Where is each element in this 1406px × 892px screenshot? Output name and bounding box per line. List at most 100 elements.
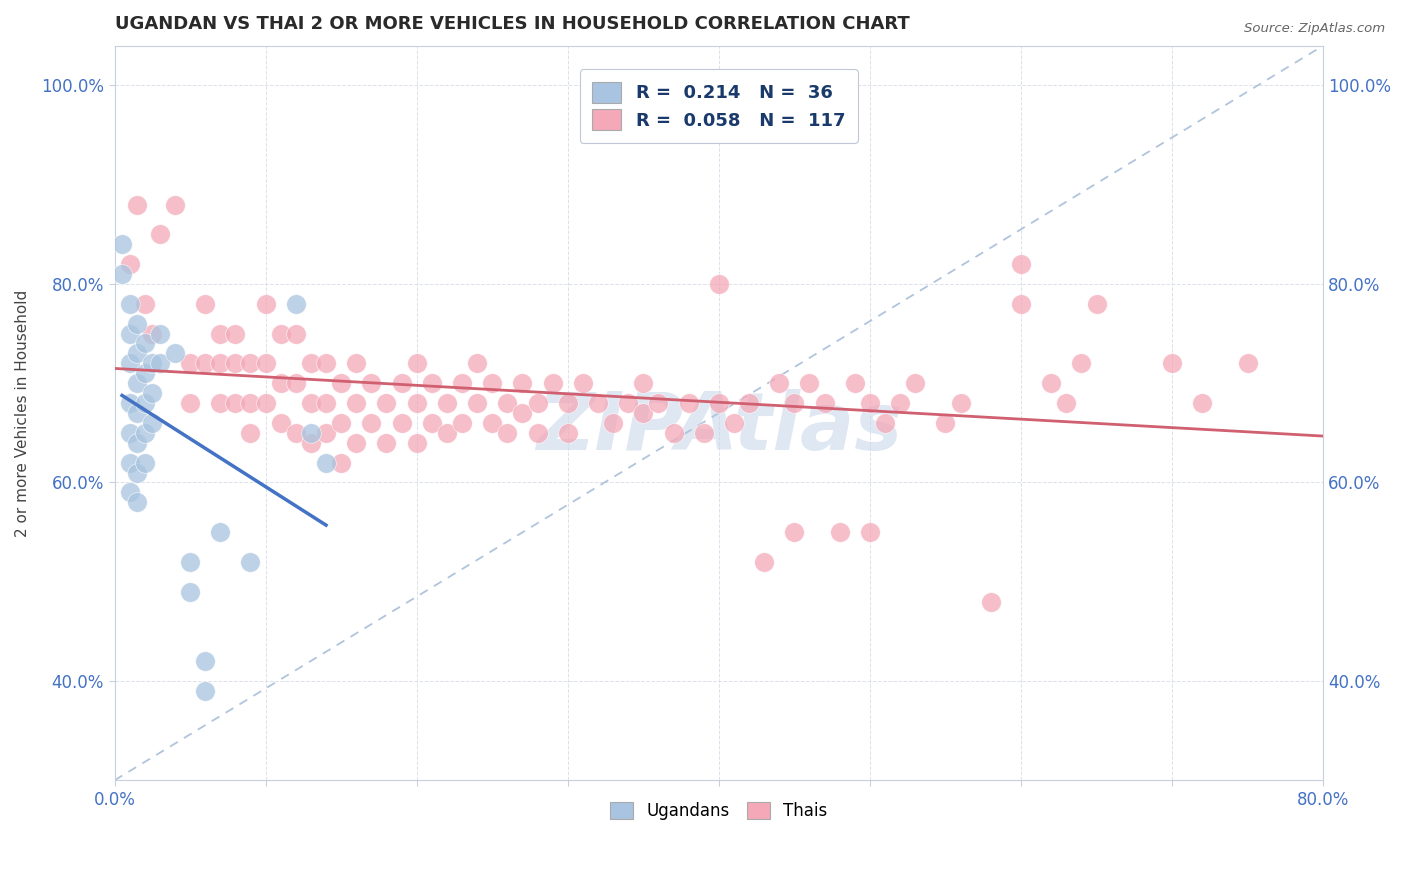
Point	[194, 356, 217, 370]
Point	[209, 356, 232, 370]
Point	[270, 376, 292, 391]
Point	[134, 425, 156, 440]
Point	[179, 555, 201, 569]
Point	[118, 326, 141, 341]
Point	[1054, 396, 1077, 410]
Point	[557, 396, 579, 410]
Point	[859, 396, 882, 410]
Text: UGANDAN VS THAI 2 OR MORE VEHICLES IN HOUSEHOLD CORRELATION CHART: UGANDAN VS THAI 2 OR MORE VEHICLES IN HO…	[114, 15, 910, 33]
Point	[127, 406, 149, 420]
Point	[299, 425, 322, 440]
Legend: Ugandans, Thais: Ugandans, Thais	[603, 796, 834, 827]
Point	[723, 416, 745, 430]
Point	[118, 257, 141, 271]
Point	[330, 416, 353, 430]
Point	[127, 197, 149, 211]
Point	[512, 406, 534, 420]
Point	[633, 376, 655, 391]
Point	[127, 376, 149, 391]
Point	[873, 416, 896, 430]
Point	[436, 396, 458, 410]
Point	[496, 425, 519, 440]
Point	[420, 376, 443, 391]
Point	[134, 366, 156, 380]
Point	[707, 277, 730, 291]
Point	[1040, 376, 1063, 391]
Point	[330, 376, 353, 391]
Point	[209, 326, 232, 341]
Point	[799, 376, 821, 391]
Point	[375, 396, 398, 410]
Point	[752, 555, 775, 569]
Point	[284, 297, 307, 311]
Point	[270, 326, 292, 341]
Point	[118, 396, 141, 410]
Point	[315, 396, 337, 410]
Point	[813, 396, 835, 410]
Point	[557, 425, 579, 440]
Point	[254, 396, 277, 410]
Point	[1191, 396, 1213, 410]
Text: Source: ZipAtlas.com: Source: ZipAtlas.com	[1244, 22, 1385, 36]
Point	[904, 376, 927, 391]
Point	[224, 356, 246, 370]
Point	[783, 525, 806, 540]
Point	[315, 456, 337, 470]
Point	[738, 396, 761, 410]
Point	[934, 416, 956, 430]
Point	[315, 356, 337, 370]
Point	[134, 456, 156, 470]
Point	[481, 416, 503, 430]
Point	[209, 396, 232, 410]
Point	[678, 396, 700, 410]
Point	[572, 376, 595, 391]
Point	[512, 376, 534, 391]
Point	[662, 425, 685, 440]
Point	[1010, 297, 1032, 311]
Point	[405, 435, 427, 450]
Point	[141, 386, 163, 401]
Point	[134, 297, 156, 311]
Point	[633, 406, 655, 420]
Point	[224, 326, 246, 341]
Point	[526, 396, 548, 410]
Point	[118, 456, 141, 470]
Point	[360, 376, 382, 391]
Point	[118, 297, 141, 311]
Point	[179, 356, 201, 370]
Point	[254, 297, 277, 311]
Point	[465, 396, 488, 410]
Point	[179, 584, 201, 599]
Point	[239, 555, 262, 569]
Point	[299, 356, 322, 370]
Point	[344, 435, 367, 450]
Point	[209, 525, 232, 540]
Point	[270, 416, 292, 430]
Point	[299, 396, 322, 410]
Point	[451, 416, 474, 430]
Point	[420, 416, 443, 430]
Point	[127, 346, 149, 360]
Point	[344, 356, 367, 370]
Point	[783, 396, 806, 410]
Point	[284, 326, 307, 341]
Point	[224, 396, 246, 410]
Point	[375, 435, 398, 450]
Point	[1161, 356, 1184, 370]
Point	[707, 396, 730, 410]
Point	[127, 466, 149, 480]
Point	[436, 425, 458, 440]
Point	[134, 396, 156, 410]
Point	[194, 684, 217, 698]
Point	[284, 425, 307, 440]
Point	[127, 435, 149, 450]
Point	[118, 485, 141, 500]
Point	[1236, 356, 1258, 370]
Point	[586, 396, 609, 410]
Point	[163, 197, 186, 211]
Text: ZIPAtlas: ZIPAtlas	[536, 389, 903, 467]
Point	[828, 525, 851, 540]
Point	[617, 396, 640, 410]
Point	[134, 336, 156, 351]
Point	[391, 416, 413, 430]
